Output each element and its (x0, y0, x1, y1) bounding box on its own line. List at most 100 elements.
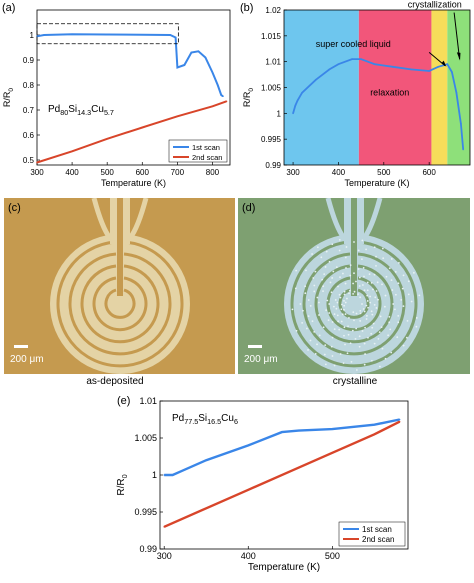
scale-bar (248, 345, 262, 348)
crystallite-speck (373, 246, 376, 249)
crystallite-speck (407, 293, 410, 296)
crystallite-speck (384, 357, 387, 360)
plot-frame (36, 9, 231, 166)
crystallite-speck (401, 287, 404, 290)
crystallite-speck (359, 320, 362, 322)
crystallite-speck (344, 313, 347, 316)
crystallite-speck (370, 310, 373, 313)
crystallite-speck (305, 269, 307, 272)
crystallite-speck (349, 264, 352, 267)
x-tick-label: 300 (286, 168, 300, 177)
arrow-head (441, 60, 447, 67)
crystallite-speck (333, 328, 336, 331)
crystallite-speck (348, 292, 350, 295)
legend-entry: 1st scan (362, 525, 392, 534)
data-point (297, 429, 300, 432)
arrow-line (428, 51, 446, 67)
spiral-gap (104, 288, 136, 319)
region-label-supercooled: super cooled liquid (316, 39, 391, 49)
crystallite-speck (398, 261, 400, 264)
crystallite-speck (304, 292, 307, 295)
x-tick-label: 400 (332, 168, 346, 177)
crystallite-speck (361, 284, 364, 286)
y-tick-label: 0.995 (261, 135, 282, 144)
crystallite-speck (322, 326, 325, 329)
spiral-gap (56, 240, 184, 368)
data-point (222, 95, 224, 98)
crystallite-speck (367, 336, 369, 339)
data-point (247, 444, 250, 447)
crystallite-speck (364, 353, 367, 355)
y-tick-label: 0.99 (265, 161, 281, 170)
zoom-box-dashed (36, 23, 179, 45)
lead-gap (351, 198, 357, 296)
y-tick-label: 0.9 (23, 56, 35, 65)
x-axis-label: Temperature (K) (344, 178, 409, 188)
data-point (296, 99, 299, 102)
crystallite-speck (313, 284, 316, 287)
crystallite-speck (325, 309, 328, 312)
data-point (216, 84, 219, 86)
electrode-lead (127, 198, 149, 240)
crystallite-speck (344, 301, 347, 304)
crystallite-speck (390, 279, 393, 281)
crystallite-speck (369, 295, 372, 298)
crystallite-speck (351, 329, 354, 332)
crystallite-speck (312, 277, 315, 279)
data-point (410, 68, 412, 71)
x-tick-label: 800 (206, 168, 220, 177)
crystallite-speck (369, 301, 372, 304)
crystallite-speck (318, 334, 321, 337)
crystallite-speck (355, 312, 358, 315)
y-tick-label: 1.015 (261, 32, 282, 41)
crystallite-speck (336, 314, 339, 317)
crystallite-speck (307, 315, 310, 318)
spiral-gap (314, 264, 394, 344)
data-point (197, 50, 200, 53)
x-tick-label: 700 (171, 168, 185, 177)
crystallite-speck (366, 300, 369, 302)
data-point (225, 100, 228, 103)
crystallite-speck (381, 283, 383, 286)
crystallite-speck (372, 322, 375, 325)
spiral-gap (290, 240, 418, 368)
crystallite-speck (301, 321, 304, 324)
crystallite-speck (366, 314, 368, 317)
crystallite-speck (331, 336, 334, 339)
crystallite-speck (373, 273, 376, 276)
crystallite-speck (333, 313, 336, 316)
spiral-gap (92, 276, 148, 332)
crystallite-speck (316, 343, 318, 346)
data-point (292, 112, 294, 115)
y-tick-label: 1.02 (265, 6, 281, 15)
crystallite-speck (359, 309, 362, 312)
crystallite-speck (367, 306, 370, 309)
crystallite-speck (364, 326, 366, 329)
crystallite-speck (345, 246, 348, 248)
crystallite-speck (359, 312, 362, 315)
crystallite-speck (341, 313, 344, 316)
crystallite-speck (347, 333, 350, 336)
data-point (373, 423, 376, 426)
crystallite-speck (348, 289, 351, 292)
crystallite-speck (412, 271, 415, 274)
crystallite-speck (343, 293, 346, 296)
crystallite-speck (358, 285, 361, 287)
crystallite-speck (345, 267, 347, 269)
crystallite-speck (325, 250, 328, 253)
crystallite-speck (402, 344, 405, 347)
spiral-gap (338, 288, 370, 319)
data-point (163, 526, 166, 528)
crystallite-speck (390, 351, 393, 354)
y-tick-label: 1.005 (134, 433, 157, 443)
crystallite-speck (382, 257, 385, 260)
crystallite-speck (357, 268, 360, 270)
crystallite-speck (385, 275, 388, 278)
data-point (43, 34, 45, 36)
data-point (392, 66, 394, 68)
crystallite-speck (331, 355, 334, 357)
x-tick-label: 600 (422, 168, 436, 177)
y-axis-label: R/R0 (2, 88, 15, 108)
crystallite-speck (381, 347, 384, 350)
crystallite-speck (338, 328, 341, 331)
